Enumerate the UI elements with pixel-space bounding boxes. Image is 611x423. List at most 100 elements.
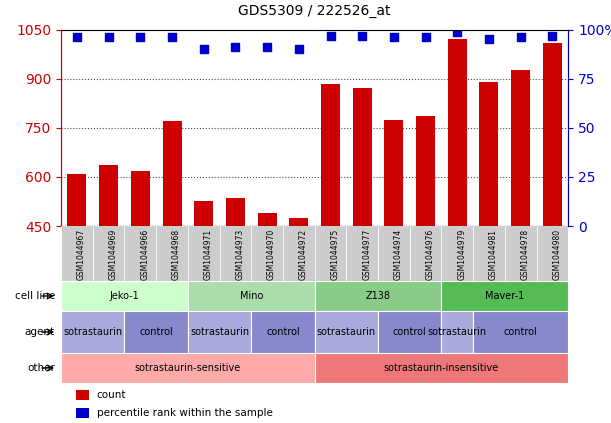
Text: GSM1044970: GSM1044970 — [267, 229, 276, 280]
Bar — [353, 88, 371, 226]
Bar — [543, 43, 562, 226]
FancyBboxPatch shape — [315, 353, 568, 383]
FancyBboxPatch shape — [378, 311, 441, 353]
Text: GSM1044968: GSM1044968 — [172, 229, 181, 280]
Text: GSM1044966: GSM1044966 — [141, 229, 149, 280]
Bar — [67, 173, 87, 226]
Point — [72, 34, 82, 41]
Bar — [76, 390, 89, 400]
FancyBboxPatch shape — [156, 226, 188, 281]
Bar — [163, 121, 181, 226]
FancyBboxPatch shape — [283, 226, 315, 281]
Text: control: control — [266, 327, 300, 337]
Text: GSM1044980: GSM1044980 — [552, 229, 562, 280]
Text: cell line: cell line — [15, 291, 55, 301]
Text: GSM1044970: GSM1044970 — [267, 229, 276, 280]
Text: GSM1044972: GSM1044972 — [299, 229, 308, 280]
Text: GSM1044976: GSM1044976 — [426, 229, 434, 280]
Text: GSM1044981: GSM1044981 — [489, 229, 498, 280]
Text: GSM1044980: GSM1044980 — [552, 229, 562, 280]
Text: GSM1044972: GSM1044972 — [299, 229, 308, 280]
Text: GSM1044977: GSM1044977 — [362, 229, 371, 280]
Point — [104, 34, 114, 41]
Text: count: count — [97, 390, 126, 401]
Bar — [131, 171, 150, 226]
Bar — [321, 84, 340, 226]
Text: sotrastaurin-sensitive: sotrastaurin-sensitive — [135, 363, 241, 373]
FancyBboxPatch shape — [505, 226, 536, 281]
Bar — [480, 82, 499, 226]
Text: GSM1044974: GSM1044974 — [394, 229, 403, 280]
Text: GSM1044976: GSM1044976 — [426, 229, 434, 280]
FancyBboxPatch shape — [473, 311, 568, 353]
FancyBboxPatch shape — [315, 311, 378, 353]
FancyBboxPatch shape — [125, 226, 156, 281]
FancyBboxPatch shape — [536, 226, 568, 281]
FancyBboxPatch shape — [93, 226, 125, 281]
Point — [516, 34, 525, 41]
Text: GDS5309 / 222526_at: GDS5309 / 222526_at — [238, 4, 391, 18]
Text: control: control — [139, 327, 173, 337]
Text: sotrastaurin: sotrastaurin — [316, 327, 376, 337]
Bar — [258, 213, 277, 226]
Text: GSM1044975: GSM1044975 — [331, 229, 340, 280]
FancyBboxPatch shape — [315, 226, 346, 281]
Text: GSM1044978: GSM1044978 — [521, 229, 530, 280]
Text: GSM1044981: GSM1044981 — [489, 229, 498, 280]
Point — [136, 34, 145, 41]
Text: GSM1044966: GSM1044966 — [141, 229, 149, 280]
Bar — [290, 218, 309, 226]
Text: GSM1044979: GSM1044979 — [457, 229, 466, 280]
Text: GSM1044967: GSM1044967 — [77, 229, 86, 280]
FancyBboxPatch shape — [441, 226, 473, 281]
Bar — [226, 198, 245, 226]
Bar — [99, 165, 118, 226]
FancyBboxPatch shape — [188, 281, 315, 311]
Point — [484, 36, 494, 43]
FancyBboxPatch shape — [61, 311, 125, 353]
Text: GSM1044973: GSM1044973 — [235, 229, 244, 280]
FancyBboxPatch shape — [378, 226, 410, 281]
FancyBboxPatch shape — [473, 226, 505, 281]
FancyBboxPatch shape — [61, 281, 188, 311]
Text: GSM1044973: GSM1044973 — [235, 229, 244, 280]
Point — [421, 34, 431, 41]
FancyBboxPatch shape — [410, 226, 441, 281]
Text: GSM1044971: GSM1044971 — [203, 229, 213, 280]
Point — [389, 34, 399, 41]
Bar — [194, 201, 213, 226]
Text: GSM1044969: GSM1044969 — [109, 229, 118, 280]
Text: GSM1044975: GSM1044975 — [331, 229, 340, 280]
Bar — [76, 408, 89, 418]
Text: percentile rank within the sample: percentile rank within the sample — [97, 408, 273, 418]
FancyBboxPatch shape — [251, 226, 283, 281]
FancyBboxPatch shape — [188, 311, 251, 353]
Text: control: control — [393, 327, 426, 337]
Point — [167, 34, 177, 41]
FancyBboxPatch shape — [61, 353, 315, 383]
Text: sotrastaurin-insensitive: sotrastaurin-insensitive — [384, 363, 499, 373]
FancyBboxPatch shape — [125, 311, 188, 353]
Bar — [384, 120, 403, 226]
Text: other: other — [27, 363, 55, 373]
Text: sotrastaurin: sotrastaurin — [428, 327, 487, 337]
FancyBboxPatch shape — [188, 226, 219, 281]
Text: Z138: Z138 — [365, 291, 390, 301]
Text: GSM1044978: GSM1044978 — [521, 229, 530, 280]
Text: GSM1044974: GSM1044974 — [394, 229, 403, 280]
FancyBboxPatch shape — [219, 226, 251, 281]
Text: Maver-1: Maver-1 — [485, 291, 524, 301]
Text: GSM1044979: GSM1044979 — [457, 229, 466, 280]
Point — [326, 32, 335, 39]
Point — [294, 46, 304, 52]
Point — [262, 44, 272, 51]
Text: agent: agent — [25, 327, 55, 337]
Point — [230, 44, 240, 51]
Bar — [448, 39, 467, 226]
Bar — [416, 116, 435, 226]
Bar — [511, 69, 530, 226]
Text: sotrastaurin: sotrastaurin — [190, 327, 249, 337]
Point — [547, 32, 557, 39]
Text: GSM1044968: GSM1044968 — [172, 229, 181, 280]
Text: GSM1044977: GSM1044977 — [362, 229, 371, 280]
